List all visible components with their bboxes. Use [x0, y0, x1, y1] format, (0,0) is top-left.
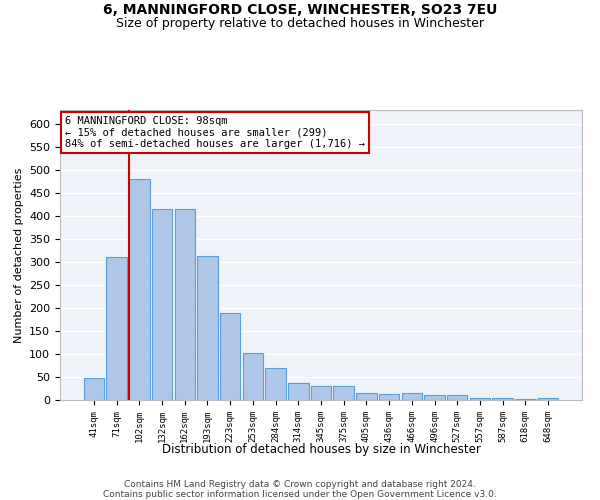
Bar [447, 396, 467, 400]
Bar [493, 398, 513, 400]
Text: 6, MANNINGFORD CLOSE, WINCHESTER, SO23 7EU: 6, MANNINGFORD CLOSE, WINCHESTER, SO23 7… [103, 2, 497, 16]
Text: Size of property relative to detached houses in Winchester: Size of property relative to detached ho… [116, 18, 484, 30]
Bar [424, 396, 445, 400]
Bar [288, 383, 308, 400]
Bar [197, 256, 218, 400]
Bar [538, 398, 558, 400]
Text: 6 MANNINGFORD CLOSE: 98sqm
← 15% of detached houses are smaller (299)
84% of sem: 6 MANNINGFORD CLOSE: 98sqm ← 15% of deta… [65, 116, 365, 149]
Bar [515, 398, 536, 400]
Bar [129, 179, 149, 400]
Bar [265, 368, 286, 400]
Bar [401, 393, 422, 400]
Bar [175, 209, 195, 400]
Bar [470, 398, 490, 400]
Bar [220, 312, 241, 400]
Bar [311, 386, 331, 400]
Bar [334, 386, 354, 400]
Bar [242, 352, 263, 400]
Text: Contains HM Land Registry data © Crown copyright and database right 2024.
Contai: Contains HM Land Registry data © Crown c… [103, 480, 497, 500]
Bar [152, 209, 172, 400]
Bar [106, 258, 127, 400]
Bar [356, 393, 377, 400]
Text: Distribution of detached houses by size in Winchester: Distribution of detached houses by size … [161, 442, 481, 456]
Bar [379, 394, 400, 400]
Y-axis label: Number of detached properties: Number of detached properties [14, 168, 23, 342]
Bar [84, 378, 104, 400]
